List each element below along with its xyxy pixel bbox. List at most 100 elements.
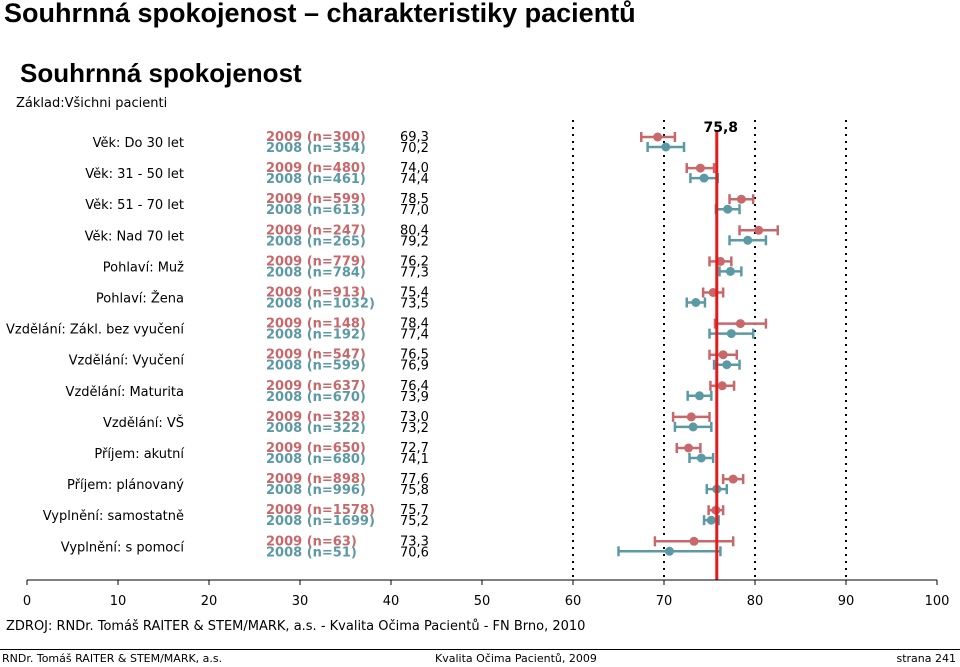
value-label-2009: 78,5 (400, 192, 429, 207)
row-label: Příjem: plánovaný (67, 478, 184, 493)
x-tick-label: 100 (925, 594, 950, 609)
value-label-2009: 75,4 (400, 286, 429, 301)
n-label-2008: 2008 (n=784) (266, 265, 366, 280)
n-label-2008: 2008 (n=322) (266, 421, 366, 436)
n-label-2009: 2009 (n=1578) (266, 503, 375, 518)
row-label: Vyplnění: s pomocí (61, 540, 185, 555)
value-label-2008: 77,0 (400, 203, 429, 218)
value-label-2009: 72,7 (400, 441, 429, 456)
n-label-2009: 2009 (n=637) (266, 379, 366, 394)
point-2008 (743, 235, 753, 245)
footer-center: Kvalita Očima Pacientů, 2009 (435, 652, 597, 665)
n-label-2009: 2009 (n=779) (266, 254, 366, 269)
n-label-2008: 2008 (n=599) (266, 359, 366, 374)
value-label-2008: 73,9 (400, 390, 429, 405)
footer-divider (0, 649, 960, 650)
row-label: Vzdělání: Maturita (66, 385, 184, 400)
point-2009 (735, 319, 745, 329)
value-label-2008: 77,4 (400, 328, 429, 343)
point-2008 (694, 391, 704, 401)
point-2008 (691, 298, 701, 307)
value-label-2008: 74,4 (400, 172, 429, 187)
x-tick-label: 70 (656, 594, 673, 609)
x-tick-label: 10 (110, 594, 127, 609)
x-tick-label: 30 (292, 594, 309, 609)
x-tick-label: 50 (474, 594, 491, 609)
x-tick-label: 80 (747, 594, 764, 609)
n-label-2008: 2008 (n=613) (266, 203, 366, 218)
n-label-2009: 2009 (n=328) (266, 410, 366, 425)
row-label: Vyplnění: samostatně (43, 509, 184, 524)
point-2009 (718, 350, 728, 360)
row-label: Věk: 31 - 50 let (85, 167, 184, 182)
point-2009 (754, 225, 764, 235)
point-2009 (728, 474, 738, 484)
value-label-2009: 69,3 (400, 130, 429, 145)
point-2008 (688, 422, 698, 432)
point-2009 (689, 536, 699, 546)
n-label-2009: 2009 (n=148) (266, 317, 366, 332)
row-label: Vzdělání: VŠ (103, 415, 184, 431)
n-label-2009: 2009 (n=898) (266, 472, 366, 487)
value-label-2008: 75,8 (400, 483, 429, 498)
n-label-2008: 2008 (n=354) (266, 141, 366, 156)
point-2008 (699, 173, 709, 183)
point-2008 (706, 515, 716, 525)
point-2008 (696, 453, 706, 463)
satisfaction-chart: Věk: Do 30 let 2009 (n=300)2008 (n=354) 69… (6, 120, 950, 609)
n-label-2009: 2009 (n=63) (266, 534, 357, 549)
point-2009 (736, 194, 746, 204)
n-label-2008: 2008 (n=461) (266, 172, 366, 187)
n-label-2008: 2008 (n=1032) (266, 297, 375, 312)
point-2008 (723, 204, 733, 214)
point-2008 (725, 266, 735, 276)
x-tick-label: 90 (838, 594, 855, 609)
value-label-2008: 79,2 (400, 234, 429, 249)
n-label-2009: 2009 (n=650) (266, 441, 366, 456)
point-2008 (726, 329, 736, 339)
value-label-2009: 76,5 (400, 348, 429, 363)
x-tick-label: 20 (201, 594, 218, 609)
value-label-2009: 75,7 (400, 503, 429, 518)
x-tick-label: 60 (565, 594, 582, 609)
value-label-2008: 76,9 (400, 359, 429, 374)
value-label-2008: 74,1 (400, 452, 429, 467)
value-label-2009: 80,4 (400, 223, 429, 238)
value-label-2008: 77,3 (400, 265, 429, 280)
footer-left: RNDr. Tomáš RAITER & STEM/MARK, a.s. (2, 652, 223, 665)
point-2009 (653, 132, 663, 142)
row-label: Vzdělání: Zákl. bez vyučení (6, 323, 184, 338)
x-tick-label: 0 (23, 594, 31, 609)
n-label-2009: 2009 (n=247) (266, 223, 366, 238)
point-2009 (686, 412, 696, 422)
point-2009 (684, 443, 694, 453)
point-2008 (661, 142, 671, 152)
n-label-2009: 2009 (n=599) (266, 192, 366, 207)
n-label-2009: 2009 (n=480) (266, 161, 366, 176)
value-label-2009: 73,3 (400, 534, 429, 549)
value-label-2009: 76,4 (400, 379, 429, 394)
point-2008 (722, 360, 732, 370)
row-label: Pohlaví: Muž (103, 260, 184, 275)
point-2009 (695, 163, 705, 173)
source-note: ZDROJ: RNDr. Tomáš RAITER & STEM/MARK, a… (6, 619, 586, 634)
n-label-2009: 2009 (n=300) (266, 130, 366, 145)
n-label-2008: 2008 (n=192) (266, 328, 366, 343)
slide-title: Souhrnná spokojenost – charakteristiky p… (4, 0, 636, 28)
value-label-2009: 77,6 (400, 472, 429, 487)
row-label: Pohlaví: Žena (96, 291, 184, 307)
value-label-2008: 75,2 (400, 514, 429, 529)
n-label-2008: 2008 (n=680) (266, 452, 366, 467)
n-label-2008: 2008 (n=1699) (266, 514, 375, 529)
footer-right: strana 241 (896, 652, 956, 665)
n-label-2009: 2009 (n=547) (266, 348, 366, 363)
value-label-2009: 74,0 (400, 161, 429, 176)
value-label-2008: 73,5 (400, 297, 429, 312)
row-label: Příjem: akutní (94, 447, 184, 462)
base-label: Základ:Všichni pacienti (16, 96, 168, 111)
x-tick-label: 40 (383, 594, 400, 609)
chart-title: Souhrnná spokojenost (20, 58, 302, 88)
n-label-2008: 2008 (n=51) (266, 545, 357, 560)
reference-label: 75,8 (704, 120, 739, 136)
point-2009 (717, 381, 727, 391)
